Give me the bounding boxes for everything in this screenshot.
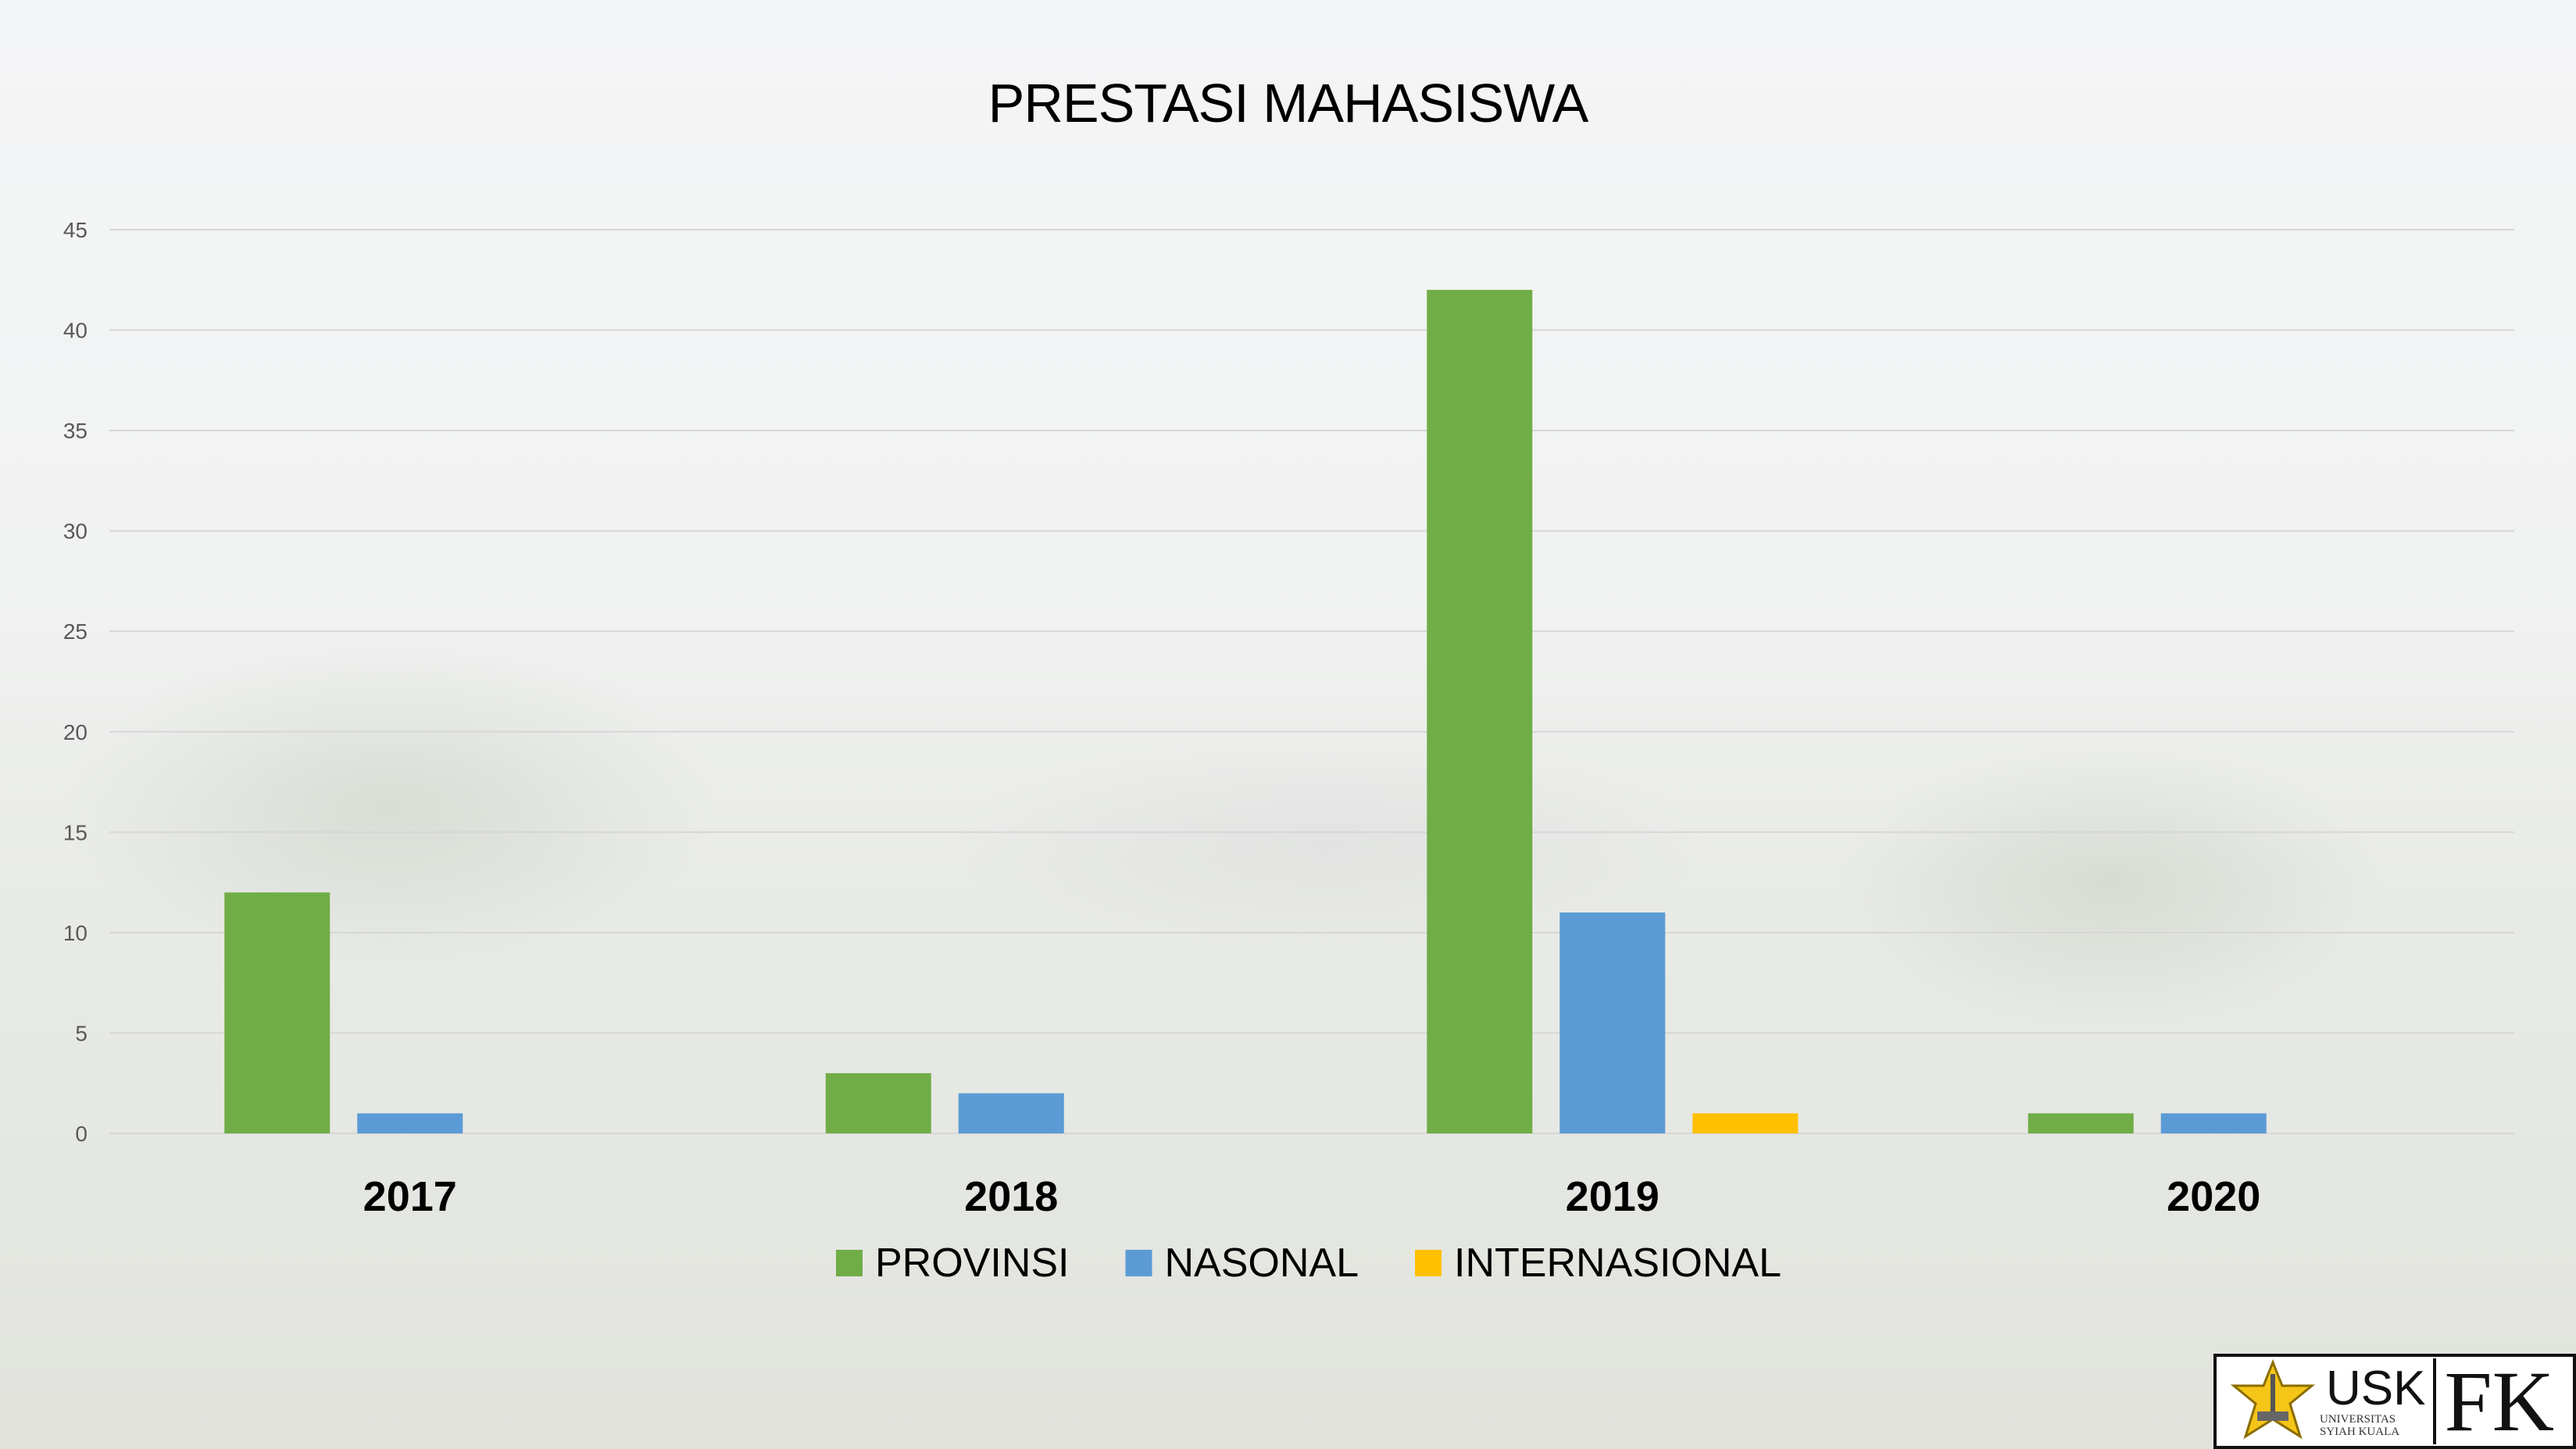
y-tick-label: 30	[63, 519, 88, 544]
y-tick-label: 35	[63, 419, 88, 443]
y-tick-label: 40	[63, 319, 88, 343]
logo-faculty: FK	[2433, 1358, 2554, 1444]
legend-label-nasonal: NASONAL	[1165, 1240, 1359, 1286]
x-tick-label: 2020	[2167, 1173, 2260, 1220]
bar-provinsi-2020	[2028, 1113, 2134, 1133]
y-tick-label: 45	[63, 218, 88, 242]
bar-nasonal-2018	[958, 1093, 1064, 1133]
chart-title: PRESTASI MAHASISWA	[988, 73, 1589, 134]
y-tick-label: 15	[63, 820, 88, 844]
legend-label-provinsi: PROVINSI	[875, 1240, 1070, 1286]
logo-usk: USK	[2326, 1361, 2426, 1415]
x-tick-label: 2019	[1566, 1173, 1660, 1220]
bar-nasonal-2017	[357, 1113, 463, 1133]
y-tick-label: 25	[63, 619, 88, 644]
logo-subtitle: UNIVERSITAS SYIAH KUALA	[2320, 1412, 2400, 1439]
bar-provinsi-2019	[1427, 290, 1533, 1134]
x-tick-label: 2018	[964, 1173, 1058, 1220]
y-tick-label: 20	[63, 720, 88, 744]
y-tick-label: 0	[75, 1122, 88, 1146]
emblem-icon	[2230, 1358, 2316, 1440]
y-tick-label: 10	[63, 921, 88, 945]
bar-internasional-2019	[1692, 1113, 1799, 1133]
bar-provinsi-2017	[224, 892, 330, 1133]
legend-swatch-nasonal	[1125, 1250, 1152, 1276]
legend-label-internasional: INTERNASIONAL	[1454, 1240, 1781, 1286]
bar-nasonal-2020	[2160, 1113, 2267, 1133]
y-tick-label: 5	[75, 1021, 88, 1045]
legend-swatch-internasional	[1415, 1250, 1442, 1276]
university-logo: USK UNIVERSITAS SYIAH KUALA FK	[2213, 1354, 2576, 1449]
background-photo	[0, 609, 2576, 1449]
bar-provinsi-2018	[825, 1072, 931, 1133]
bar-nasonal-2019	[1560, 912, 1666, 1133]
x-tick-label: 2017	[363, 1173, 457, 1220]
legend-swatch-provinsi	[836, 1250, 863, 1276]
